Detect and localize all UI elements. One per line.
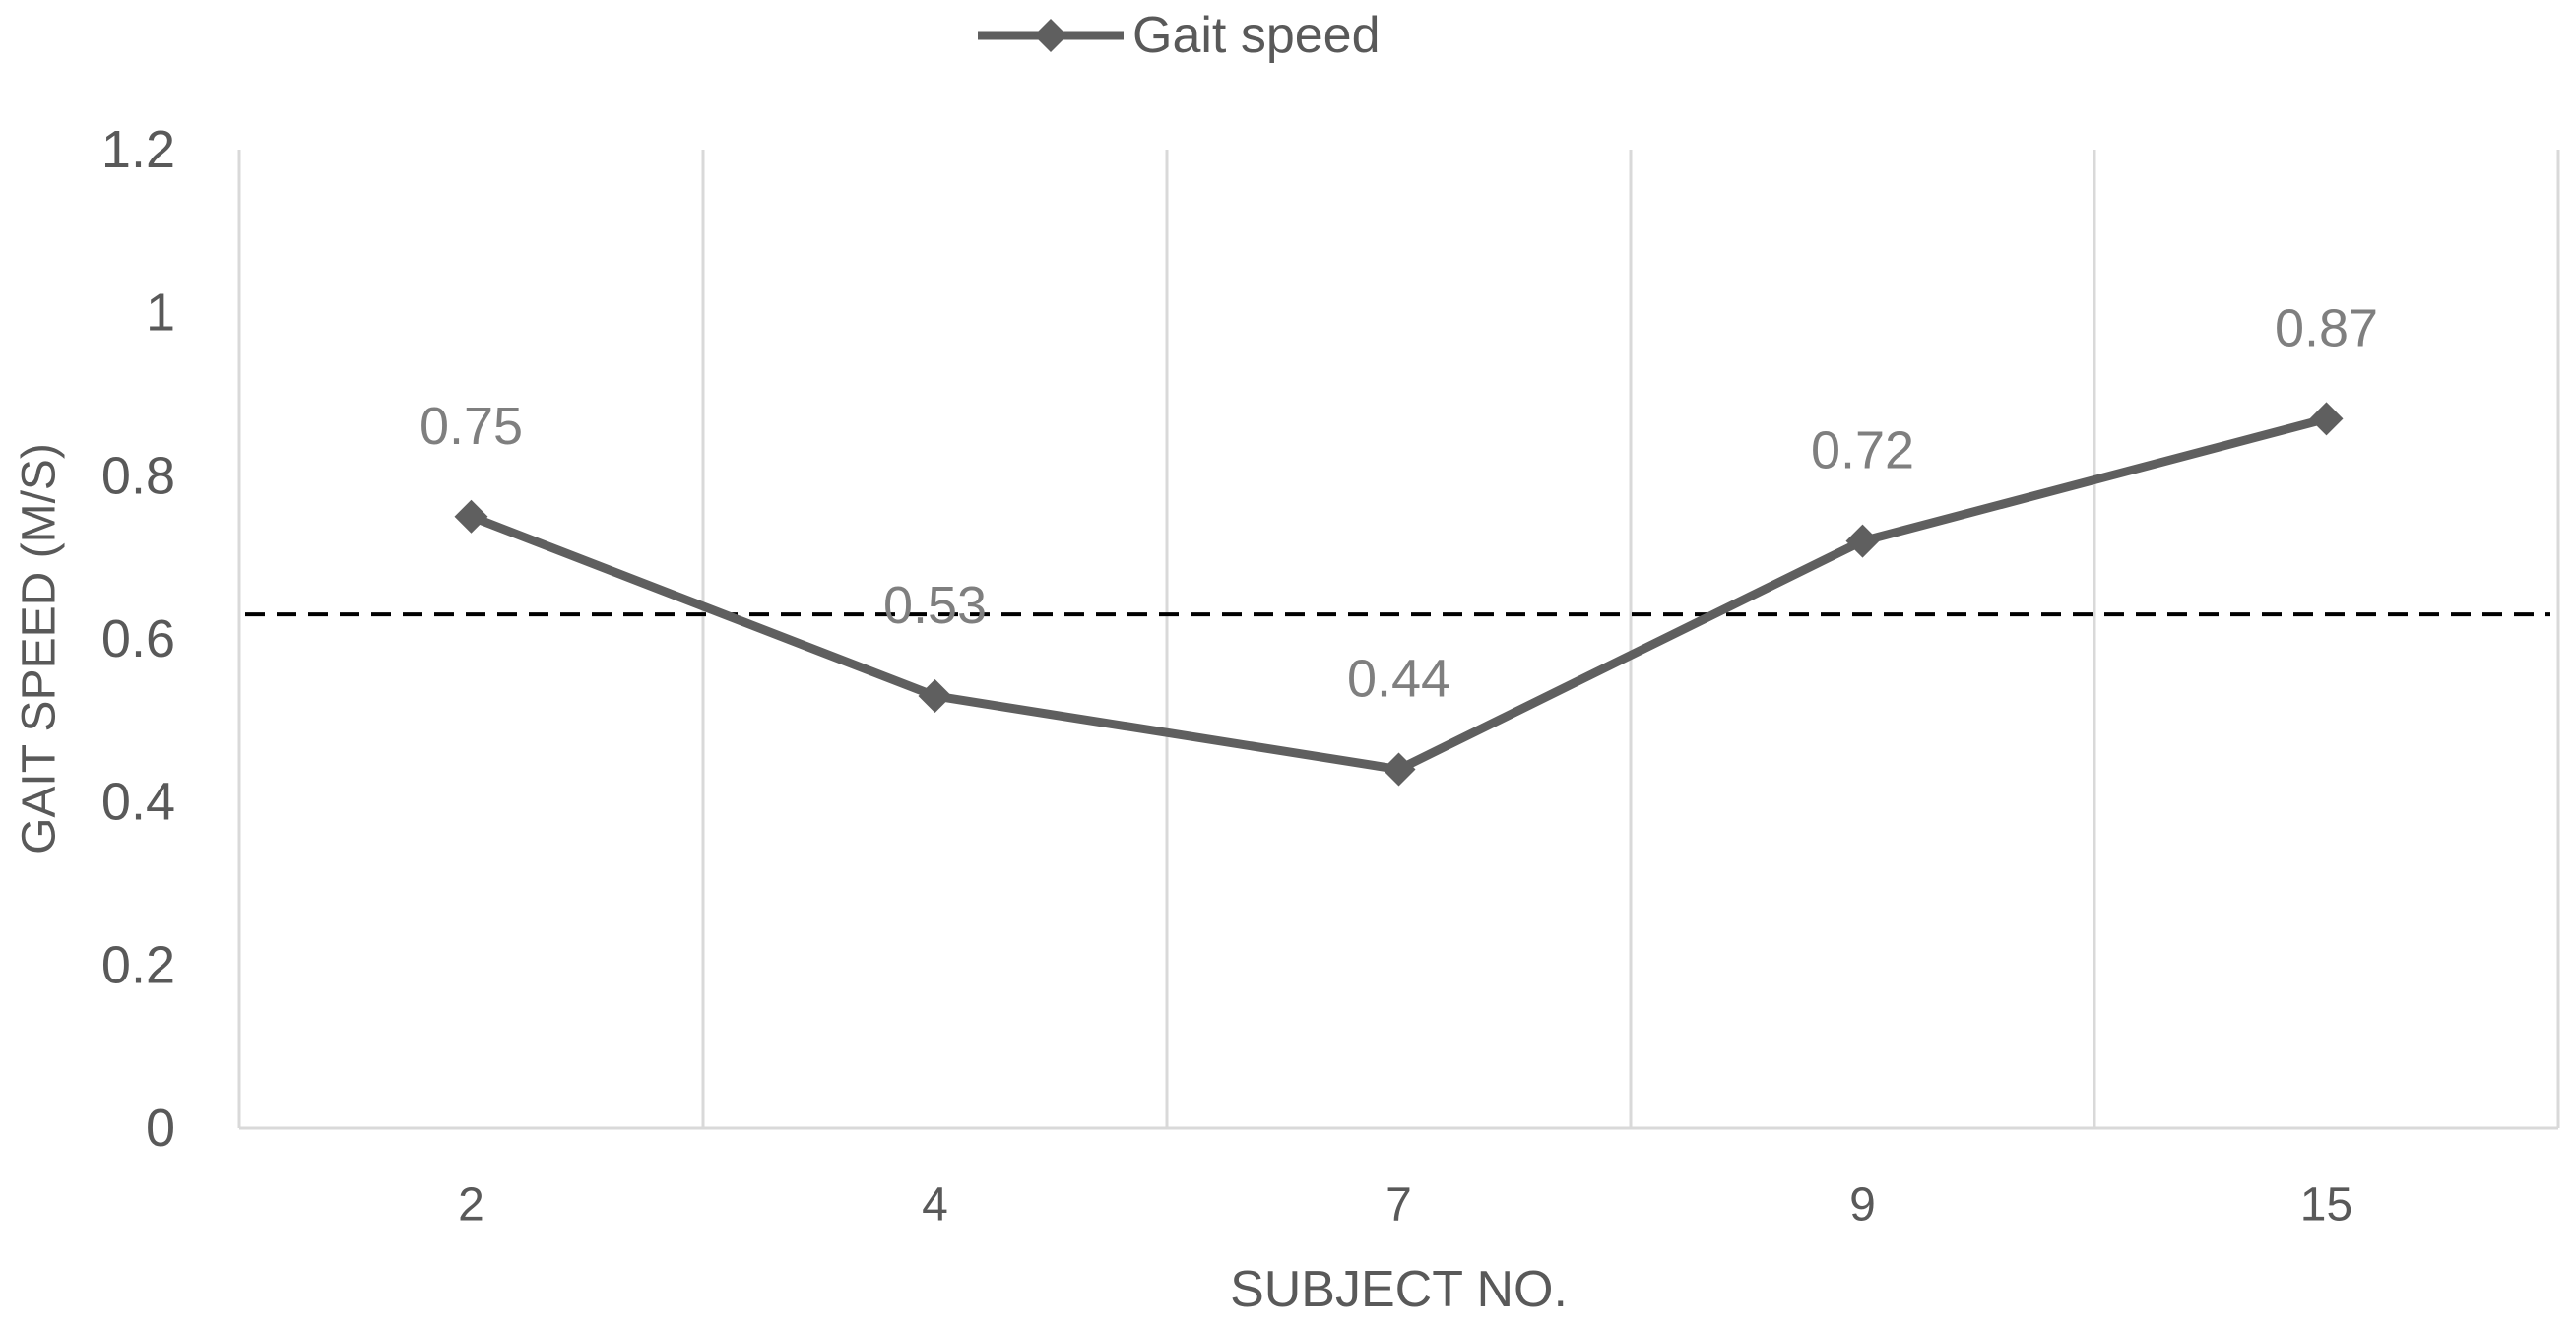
data-label: 0.87 xyxy=(2275,298,2378,357)
x-tick-label: 15 xyxy=(2300,1179,2352,1232)
series-line-gait-speed xyxy=(469,413,2328,775)
data-label: 0.53 xyxy=(883,576,987,635)
y-tick-label: 0.4 xyxy=(101,773,175,832)
data-label: 0.75 xyxy=(419,397,523,456)
y-tick-label: 0.6 xyxy=(101,609,175,668)
data-labels: 0.75 0.53 0.44 0.72 0.87 xyxy=(419,298,2378,708)
data-point-marker xyxy=(918,678,952,713)
x-tick-labels: 2 4 7 9 15 xyxy=(458,1179,2352,1232)
data-label: 0.72 xyxy=(1811,421,1914,480)
y-tick-label: 1 xyxy=(146,284,175,343)
legend-diamond-marker xyxy=(1034,19,1067,52)
y-tick-label: 0.2 xyxy=(101,935,175,994)
data-point-marker xyxy=(1382,752,1416,787)
series-group xyxy=(454,402,2344,787)
y-tick-label: 0 xyxy=(146,1099,175,1158)
x-tick-label: 9 xyxy=(1849,1179,1876,1232)
y-axis-title: GAIT SPEED (M/S) xyxy=(14,443,66,854)
x-axis-title: SUBJECT NO. xyxy=(1230,1261,1568,1318)
x-tick-label: 2 xyxy=(458,1179,484,1232)
data-label: 0.44 xyxy=(1347,650,1450,709)
grid-lines xyxy=(237,150,2560,1128)
y-tick-label: 1.2 xyxy=(101,120,175,179)
data-point-marker xyxy=(2309,402,2344,436)
data-point-marker xyxy=(454,499,488,534)
x-tick-label: 7 xyxy=(1385,1179,1412,1232)
legend-label: Gait speed xyxy=(1132,7,1381,64)
y-tick-labels: 0 0.2 0.4 0.6 0.8 1 1.2 xyxy=(101,120,175,1158)
data-point-marker xyxy=(1845,524,1880,558)
legend: Gait speed xyxy=(978,7,1381,64)
y-tick-label: 0.8 xyxy=(101,446,175,505)
x-tick-label: 4 xyxy=(922,1179,948,1232)
